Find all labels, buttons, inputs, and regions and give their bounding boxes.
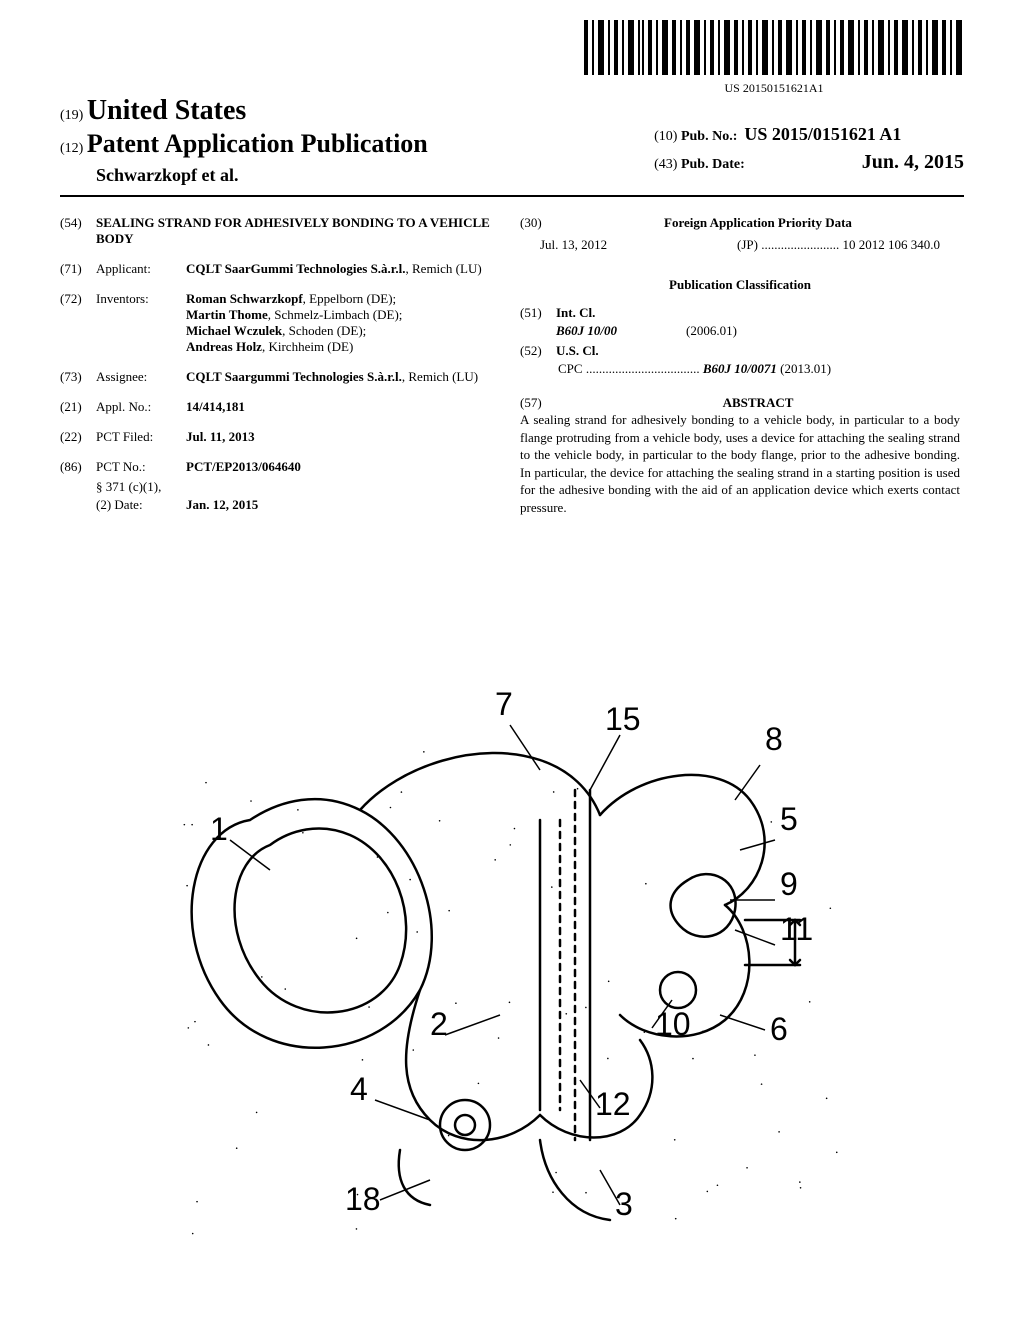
code-30: (30): [520, 215, 556, 231]
inventor-loc: , Eppelborn (DE);: [303, 291, 397, 306]
publication-number: US 2015/0151621 A1: [744, 124, 901, 144]
assignee-name: CQLT Saargummi Technologies S.à.r.l.: [186, 369, 402, 384]
figure-reference-label: 8: [765, 721, 783, 757]
applicant-loc: , Remich (LU): [406, 261, 482, 276]
code-72: (72): [60, 291, 96, 355]
priority-header: Foreign Application Priority Data: [556, 215, 960, 231]
pct-filed-value: Jul. 11, 2013: [186, 429, 255, 444]
int-cl-date: (2006.01): [686, 323, 960, 339]
figure-reference-label: 12: [595, 1086, 631, 1122]
us-cl-label: U.S. Cl.: [556, 343, 599, 359]
publication-type: Patent Application Publication: [87, 129, 428, 158]
figure-reference-label: 4: [350, 1071, 368, 1107]
figure-reference-label: 5: [780, 801, 798, 837]
cpc-class: B60J 10/0071: [703, 361, 777, 376]
figure-reference-label: 15: [605, 701, 641, 737]
code-51: (51): [520, 305, 556, 321]
priority-country: (JP): [737, 237, 758, 252]
abstract-text: A sealing strand for adhesively bonding …: [520, 411, 960, 516]
header-separator: [60, 195, 964, 197]
priority-number: 10 2012 106 340.0: [843, 237, 941, 252]
right-column: (30) Foreign Application Priority Data J…: [520, 215, 960, 516]
figure-svg: 1234567891011121518: [100, 670, 920, 1270]
barcode-text: US 20150151621A1: [584, 81, 964, 96]
inventor-name: Andreas Holz: [186, 339, 262, 354]
inventors-value: Roman Schwarzkopf, Eppelborn (DE); Marti…: [186, 291, 490, 355]
pub-date-label: Pub. Date:: [681, 157, 745, 172]
code-12: (12): [60, 141, 83, 156]
code-43: (43): [654, 157, 677, 172]
abstract-header: ABSTRACT: [556, 395, 960, 411]
inventor-name: Michael Wczulek: [186, 323, 282, 338]
publication-classification-header: Publication Classification: [520, 277, 960, 293]
applicant-value: CQLT SaarGummi Technologies S.à.r.l., Re…: [186, 261, 490, 277]
header-right: (10) Pub. No.: US 2015/0151621 A1 (43) P…: [654, 124, 964, 174]
figure-reference-label: 10: [655, 1006, 691, 1042]
pct-no-label: PCT No.:: [96, 459, 186, 475]
code-19: (19): [60, 108, 83, 123]
figure-reference-label: 2: [430, 1006, 448, 1042]
dots: ...................................: [586, 361, 700, 376]
figure-reference-label: 6: [770, 1011, 788, 1047]
int-cl-label: Int. Cl.: [556, 305, 595, 321]
pub-no-label: Pub. No.:: [681, 129, 737, 144]
code-54: (54): [60, 215, 96, 247]
code-21: (21): [60, 399, 96, 415]
code-52: (52): [520, 343, 556, 359]
figure-reference-label: 7: [495, 686, 513, 722]
inventor-name: Roman Schwarzkopf: [186, 291, 303, 306]
code-73: (73): [60, 369, 96, 385]
author-names: Schwarzkopf et al.: [96, 165, 428, 186]
dots: ........................: [761, 237, 839, 252]
inventors-label: Inventors:: [96, 291, 186, 355]
inventor-loc: , Schoden (DE);: [282, 323, 366, 338]
assignee-loc: , Remich (LU): [402, 369, 478, 384]
applicant-name: CQLT SaarGummi Technologies S.à.r.l.: [186, 261, 406, 276]
inventor-name: Martin Thome: [186, 307, 268, 322]
int-cl-class: B60J 10/00: [556, 323, 686, 339]
inventor-loc: , Kirchheim (DE): [262, 339, 353, 354]
sec371-label: § 371 (c)(1),: [96, 479, 186, 495]
pct-no-value: PCT/EP2013/064640: [186, 459, 301, 474]
code-71: (71): [60, 261, 96, 277]
cpc-label: CPC: [558, 361, 583, 376]
barcode-graphic: [584, 20, 964, 75]
country-name: United States: [87, 95, 246, 126]
appl-no-label: Appl. No.:: [96, 399, 186, 415]
figure-reference-label: 9: [780, 866, 798, 902]
inventor-loc: , Schmelz-Limbach (DE);: [268, 307, 403, 322]
code-10: (10): [654, 129, 677, 144]
appl-no-value: 14/414,181: [186, 399, 245, 414]
barcode-block: US 20150151621A1: [584, 20, 964, 96]
applicant-label: Applicant:: [96, 261, 186, 277]
cpc-date: (2013.01): [780, 361, 831, 376]
publication-date: Jun. 4, 2015: [862, 151, 964, 173]
invention-title: SEALING STRAND FOR ADHESIVELY BONDING TO…: [96, 215, 490, 247]
figure-reference-label: 3: [615, 1186, 633, 1222]
patent-figure: 1234567891011121518: [100, 670, 920, 1270]
priority-date: Jul. 13, 2012: [540, 237, 607, 253]
sec371-date-label: (2) Date:: [96, 497, 186, 513]
code-57: (57): [520, 395, 556, 411]
header-left: (19) United States (12) Patent Applicati…: [60, 95, 428, 186]
sec371-date-value: Jan. 12, 2015: [186, 497, 258, 512]
figure-reference-label: 18: [345, 1181, 381, 1217]
assignee-value: CQLT Saargummi Technologies S.à.r.l., Re…: [186, 369, 490, 385]
code-22: (22): [60, 429, 96, 445]
figure-reference-label: 11: [780, 911, 813, 947]
pct-filed-label: PCT Filed:: [96, 429, 186, 445]
left-column: (54) SEALING STRAND FOR ADHESIVELY BONDI…: [60, 215, 490, 527]
assignee-label: Assignee:: [96, 369, 186, 385]
code-86: (86): [60, 459, 96, 475]
figure-reference-label: 1: [210, 811, 228, 847]
